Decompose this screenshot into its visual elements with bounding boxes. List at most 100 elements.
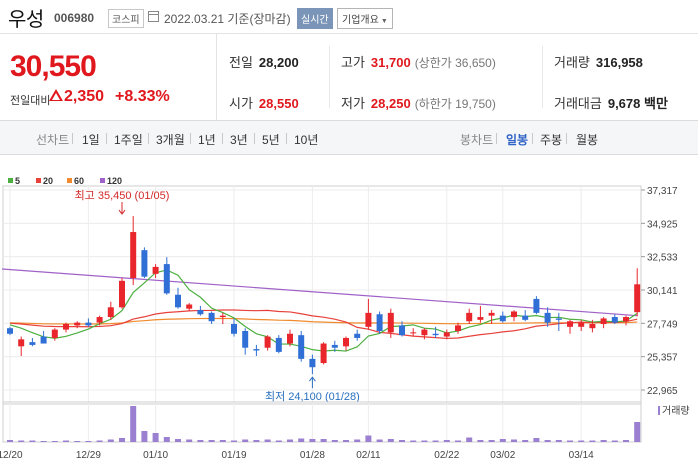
divider (254, 133, 255, 144)
volume-bar (387, 439, 394, 442)
divider (496, 133, 497, 144)
stat-sub: (하한가 19,750) (414, 97, 496, 111)
candle-body (51, 329, 58, 338)
tab-monthly[interactable]: 월봉 (576, 133, 599, 147)
volume-bar (432, 440, 439, 442)
candle-body (354, 333, 361, 338)
tab-3m[interactable]: 3개월 (156, 133, 185, 147)
volume-bar (578, 440, 585, 442)
y-tick-label: 34,925 (647, 219, 678, 230)
min-price-label: 최저 24,100 (01/28) (265, 390, 360, 403)
candle-body (387, 312, 394, 333)
stat-label: 전일 (229, 55, 253, 70)
stat-high: 고가 31,700 (상한가 36,650) (341, 52, 496, 71)
volume-bar (499, 439, 506, 442)
current-price: 30,550 (10, 50, 97, 83)
tab-1d[interactable]: 1일 (82, 133, 100, 147)
volume-bar (309, 439, 316, 442)
volume-bar (298, 438, 305, 442)
candle-body (85, 322, 92, 326)
x-tick-label: 02/22 (434, 450, 459, 461)
volume-bar (51, 441, 58, 442)
ma5-line (9, 269, 638, 352)
volume-bar (18, 440, 25, 442)
candle-body (197, 310, 204, 315)
volume-bar (85, 441, 92, 442)
volume-bar (242, 439, 249, 442)
divider (72, 133, 73, 144)
candle-body (287, 333, 293, 344)
company-info-button[interactable]: 기업개요 ▼ (337, 8, 393, 29)
tab-1w[interactable]: 1주일 (114, 133, 143, 147)
change-percent: +8.33% (115, 88, 170, 105)
stat-sub: (상한가 36,650) (414, 56, 496, 70)
candle-body (410, 332, 417, 334)
x-tick-label: 01/19 (221, 450, 246, 461)
tab-5y[interactable]: 5년 (262, 133, 280, 147)
volume-bar (40, 441, 47, 442)
volume-bar (365, 435, 372, 442)
stat-value: 316,958 (595, 55, 643, 70)
candle-body (130, 232, 137, 279)
volume-bar (343, 440, 349, 442)
candle-body (175, 294, 181, 308)
tab-line-chart[interactable]: 선차트 (36, 133, 70, 147)
candle-body (320, 343, 327, 364)
divider (329, 46, 330, 108)
y-tick-label: 27,749 (647, 319, 678, 330)
candle-body (40, 336, 47, 344)
realtime-button[interactable]: 실시간 (297, 8, 333, 29)
candle-body (253, 349, 260, 351)
legend-ma5: 5 (8, 176, 20, 186)
candle-body (421, 329, 428, 336)
legend-label: 60 (74, 176, 85, 186)
candle-body (163, 264, 170, 294)
tab-weekly[interactable]: 주봉 (540, 133, 563, 147)
legend-label: 120 (107, 176, 123, 186)
legend-ma20: 20 (36, 176, 53, 186)
volume-bar (107, 439, 114, 442)
candle-body (152, 266, 159, 274)
y-tick-label: 22,965 (647, 386, 678, 397)
max-arrow-head (118, 209, 126, 215)
ma20-line (9, 309, 638, 340)
market-badge: 코스피 (108, 9, 144, 28)
stat-label: 저가 (341, 96, 365, 111)
tab-candle-chart[interactable]: 봉차트 (460, 133, 494, 147)
volume-bar (96, 440, 103, 442)
candle-body (7, 328, 13, 334)
candle-body (29, 342, 36, 345)
volume-bar (455, 440, 461, 442)
volume-bar (567, 440, 573, 442)
stat-prev-close: 전일 28,200 (229, 52, 299, 71)
legend-swatch (100, 178, 105, 183)
divider (190, 133, 191, 144)
candle-body (432, 333, 439, 336)
company-info-label: 기업개요 (342, 15, 379, 26)
tab-3y[interactable]: 3년 (230, 133, 248, 147)
chevron-down-icon: ▼ (380, 18, 388, 25)
y-tick-label: 25,357 (647, 353, 678, 364)
candle-body (208, 312, 215, 322)
candle-body (477, 317, 484, 320)
tab-10y[interactable]: 10년 (294, 133, 319, 147)
x-tick-label: 12/20 (0, 450, 23, 461)
candle-body (74, 322, 81, 326)
volume-legend-swatch (658, 406, 660, 415)
volume-bar (253, 440, 260, 442)
candle-body (600, 318, 607, 325)
stat-value: 28,550 (258, 96, 299, 111)
tab-daily[interactable]: 일봉 (506, 133, 529, 147)
divider (566, 133, 567, 144)
volume-bar (119, 438, 125, 442)
stat-label: 거래대금 (554, 96, 602, 111)
divider (532, 133, 533, 144)
candle-body (96, 317, 103, 323)
ma60-line (9, 317, 638, 325)
candle-body (298, 335, 305, 359)
candle-body (455, 325, 461, 331)
up-arrow-icon (49, 89, 63, 101)
tab-1y[interactable]: 1년 (198, 133, 216, 147)
candle-body (231, 324, 237, 334)
volume-bar (623, 440, 629, 442)
